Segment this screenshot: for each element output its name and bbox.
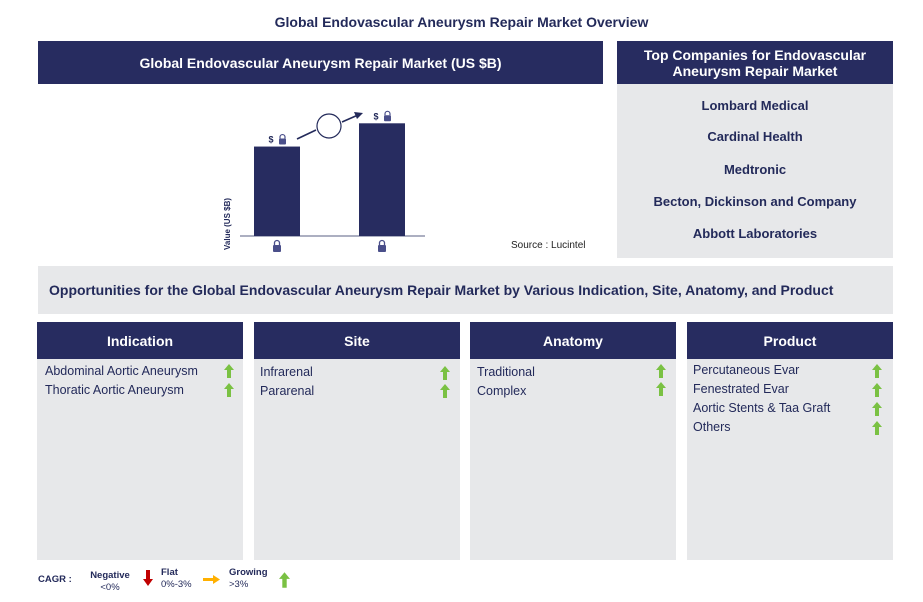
legend-growing: Growing >3% [229,567,268,591]
companies-header: Top Companies for Endovascular Aneurysm … [617,41,893,84]
segment-item: Aortic Stents & Taa Graft [693,401,831,415]
up-arrow-icon [872,402,882,416]
legend-negative: Negative <0% [88,570,132,594]
up-arrow-icon [440,384,450,398]
segment-header-product: Product [687,322,893,359]
company-item: Medtronic [723,162,787,177]
segment-item: Thoratic Aortic Aneurysm [45,383,184,397]
down-arrow-icon [143,570,153,586]
up-arrow-icon [872,383,882,397]
segment-header-site: Site [254,322,460,359]
company-item: Lombard Medical [701,98,809,113]
segment-body-product: Percutaneous Evar Fenestrated Evar Aorti… [687,359,893,560]
category-lock-icon [378,239,386,252]
up-arrow-icon [872,364,882,378]
segment-header-indication: Indication [37,322,243,359]
up-arrow-icon [279,572,290,588]
market-bar-chart: Value (US $B) $$ [223,110,425,252]
category-lock-icon [273,239,281,252]
up-arrow-icon [656,382,666,396]
right-arrow-icon [203,575,220,584]
segment-body-site: Infrarenal Pararenal [254,359,460,560]
chart-bar [359,123,405,236]
opportunities-banner: Opportunities for the Global Endovascula… [38,266,893,314]
segment-body-anatomy: Traditional Complex [470,359,676,560]
legend-flat: Flat 0%-3% [161,567,192,591]
chart-bar [254,146,300,236]
company-item: Abbott Laboratories [692,226,818,241]
lock-icon [384,110,391,122]
legend-growing-range: >3% [229,579,249,590]
up-arrow-icon [224,364,234,378]
up-arrow-icon [224,383,234,397]
segment-item: Pararenal [260,384,315,398]
segment-item: Percutaneous Evar [693,363,800,377]
market-chart-header: Global Endovascular Aneurysm Repair Mark… [38,41,603,84]
segment-item: Traditional [477,365,535,379]
segment-item: Complex [477,384,527,398]
segment-item: Abdominal Aortic Aneurysm [45,364,198,378]
bars-layer: $$ [254,110,405,252]
chart-data-label: $ [373,111,378,121]
legend-negative-range: <0% [100,582,120,593]
up-arrow-icon [872,421,882,435]
up-arrow-icon [440,366,450,380]
company-item: Becton, Dickinson and Company [653,194,857,209]
legend-cagr-label: CAGR : [38,574,72,585]
up-arrow-icon [656,364,666,378]
segment-header-anatomy: Anatomy [470,322,676,359]
segment-item: Others [693,420,731,434]
legend-negative-label: Negative [90,570,130,581]
segment-body-indication: Abdominal Aortic Aneurysm Thoratic Aorti… [37,359,243,560]
segment-item: Infrarenal [260,365,313,379]
growth-arrow-icon [296,112,363,140]
legend-flat-range: 0%-3% [161,579,192,590]
legend-growing-label: Growing [229,567,268,578]
legend-flat-label: Flat [161,567,178,578]
chart-source: Source : Lucintel [511,240,586,251]
page-title: Global Endovascular Aneurysm Repair Mark… [274,14,649,30]
chart-y-axis-label: Value (US $B) [223,198,232,250]
segment-item: Fenestrated Evar [693,382,789,396]
opportunities-text: Opportunities for the Global Endovascula… [49,282,834,298]
companies-panel: Lombard Medical Cardinal Health Medtroni… [617,84,893,258]
company-item: Cardinal Health [707,129,803,144]
lock-icon [279,133,286,145]
chart-data-label: $ [268,135,273,145]
